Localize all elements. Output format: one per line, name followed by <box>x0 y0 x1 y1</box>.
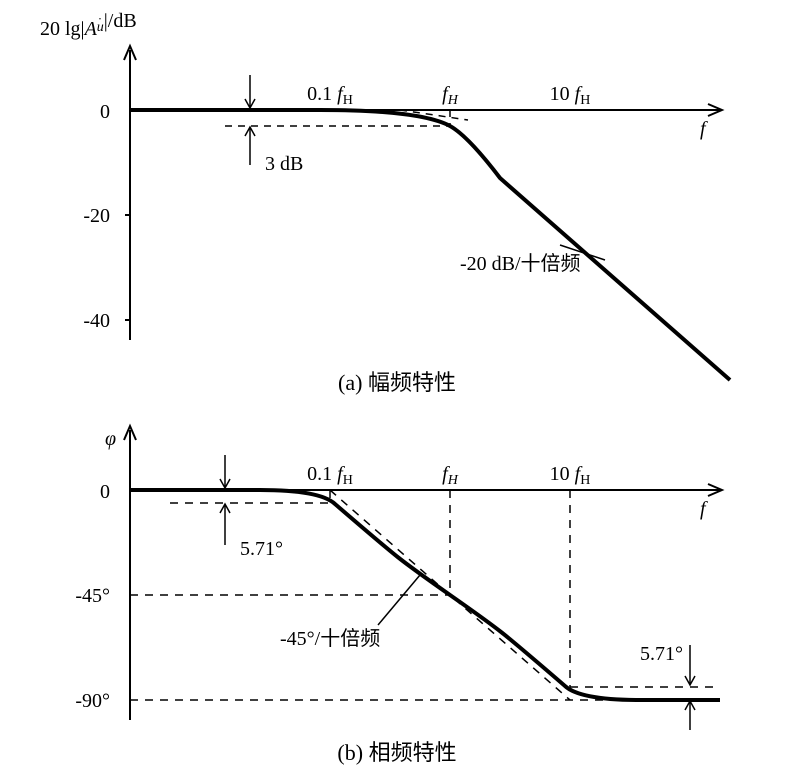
chart-a-xtick-0: 0.1 fH <box>307 83 353 108</box>
bode-plots: 20 lg|Ȧu|/dB f 0 -20 -40 0.1 fH fH 10 f… <box>0 0 794 779</box>
chart-a-ytick-20-label: -20 <box>83 205 110 227</box>
chart-a-xtick-1: fH <box>442 83 459 108</box>
chart-a-slope-label: -20 dB/十倍频 <box>460 252 581 275</box>
chart-a-ytick-40-label: -40 <box>83 310 110 332</box>
chart-b-curve <box>130 490 720 700</box>
chart-a-ylabel: 20 lg|Ȧu|/dB <box>40 10 137 40</box>
chart-b-bot-label: 5.71° <box>640 643 683 665</box>
chart-a-3db-label: 3 dB <box>265 153 303 175</box>
chart-b-slope-label: -45°/十倍频 <box>280 627 380 650</box>
chart-a: 20 lg|Ȧu|/dB f 0 -20 -40 0.1 fH fH 10 f… <box>40 10 730 395</box>
chart-b-slope-pointer <box>378 575 420 625</box>
chart-b-ylabel: φ <box>105 428 116 450</box>
chart-b-top-label: 5.71° <box>240 538 283 560</box>
chart-b-xlabel: f <box>700 498 708 520</box>
chart-b-ytick-90: -90° <box>75 690 110 712</box>
chart-a-curve <box>130 110 730 380</box>
chart-b: φ f 0 -45° -90° 0.1 fH fH 10 fH 5.71° 5.… <box>75 426 722 765</box>
chart-a-xtick-2: 10 fH <box>550 83 591 108</box>
chart-b-ytick-45: -45° <box>75 585 110 607</box>
chart-b-caption: (b) 相频特性 <box>337 740 456 765</box>
chart-b-ytick-0: 0 <box>100 481 110 503</box>
chart-a-xlabel: f <box>700 118 708 140</box>
chart-a-caption: (a) 幅频特性 <box>338 370 456 395</box>
chart-b-xtick-1: fH <box>442 463 459 488</box>
chart-a-ytick-0-label: 0 <box>100 101 110 123</box>
chart-b-xtick-2: 10 fH <box>550 463 591 488</box>
chart-b-xtick-0: 0.1 fH <box>307 463 353 488</box>
